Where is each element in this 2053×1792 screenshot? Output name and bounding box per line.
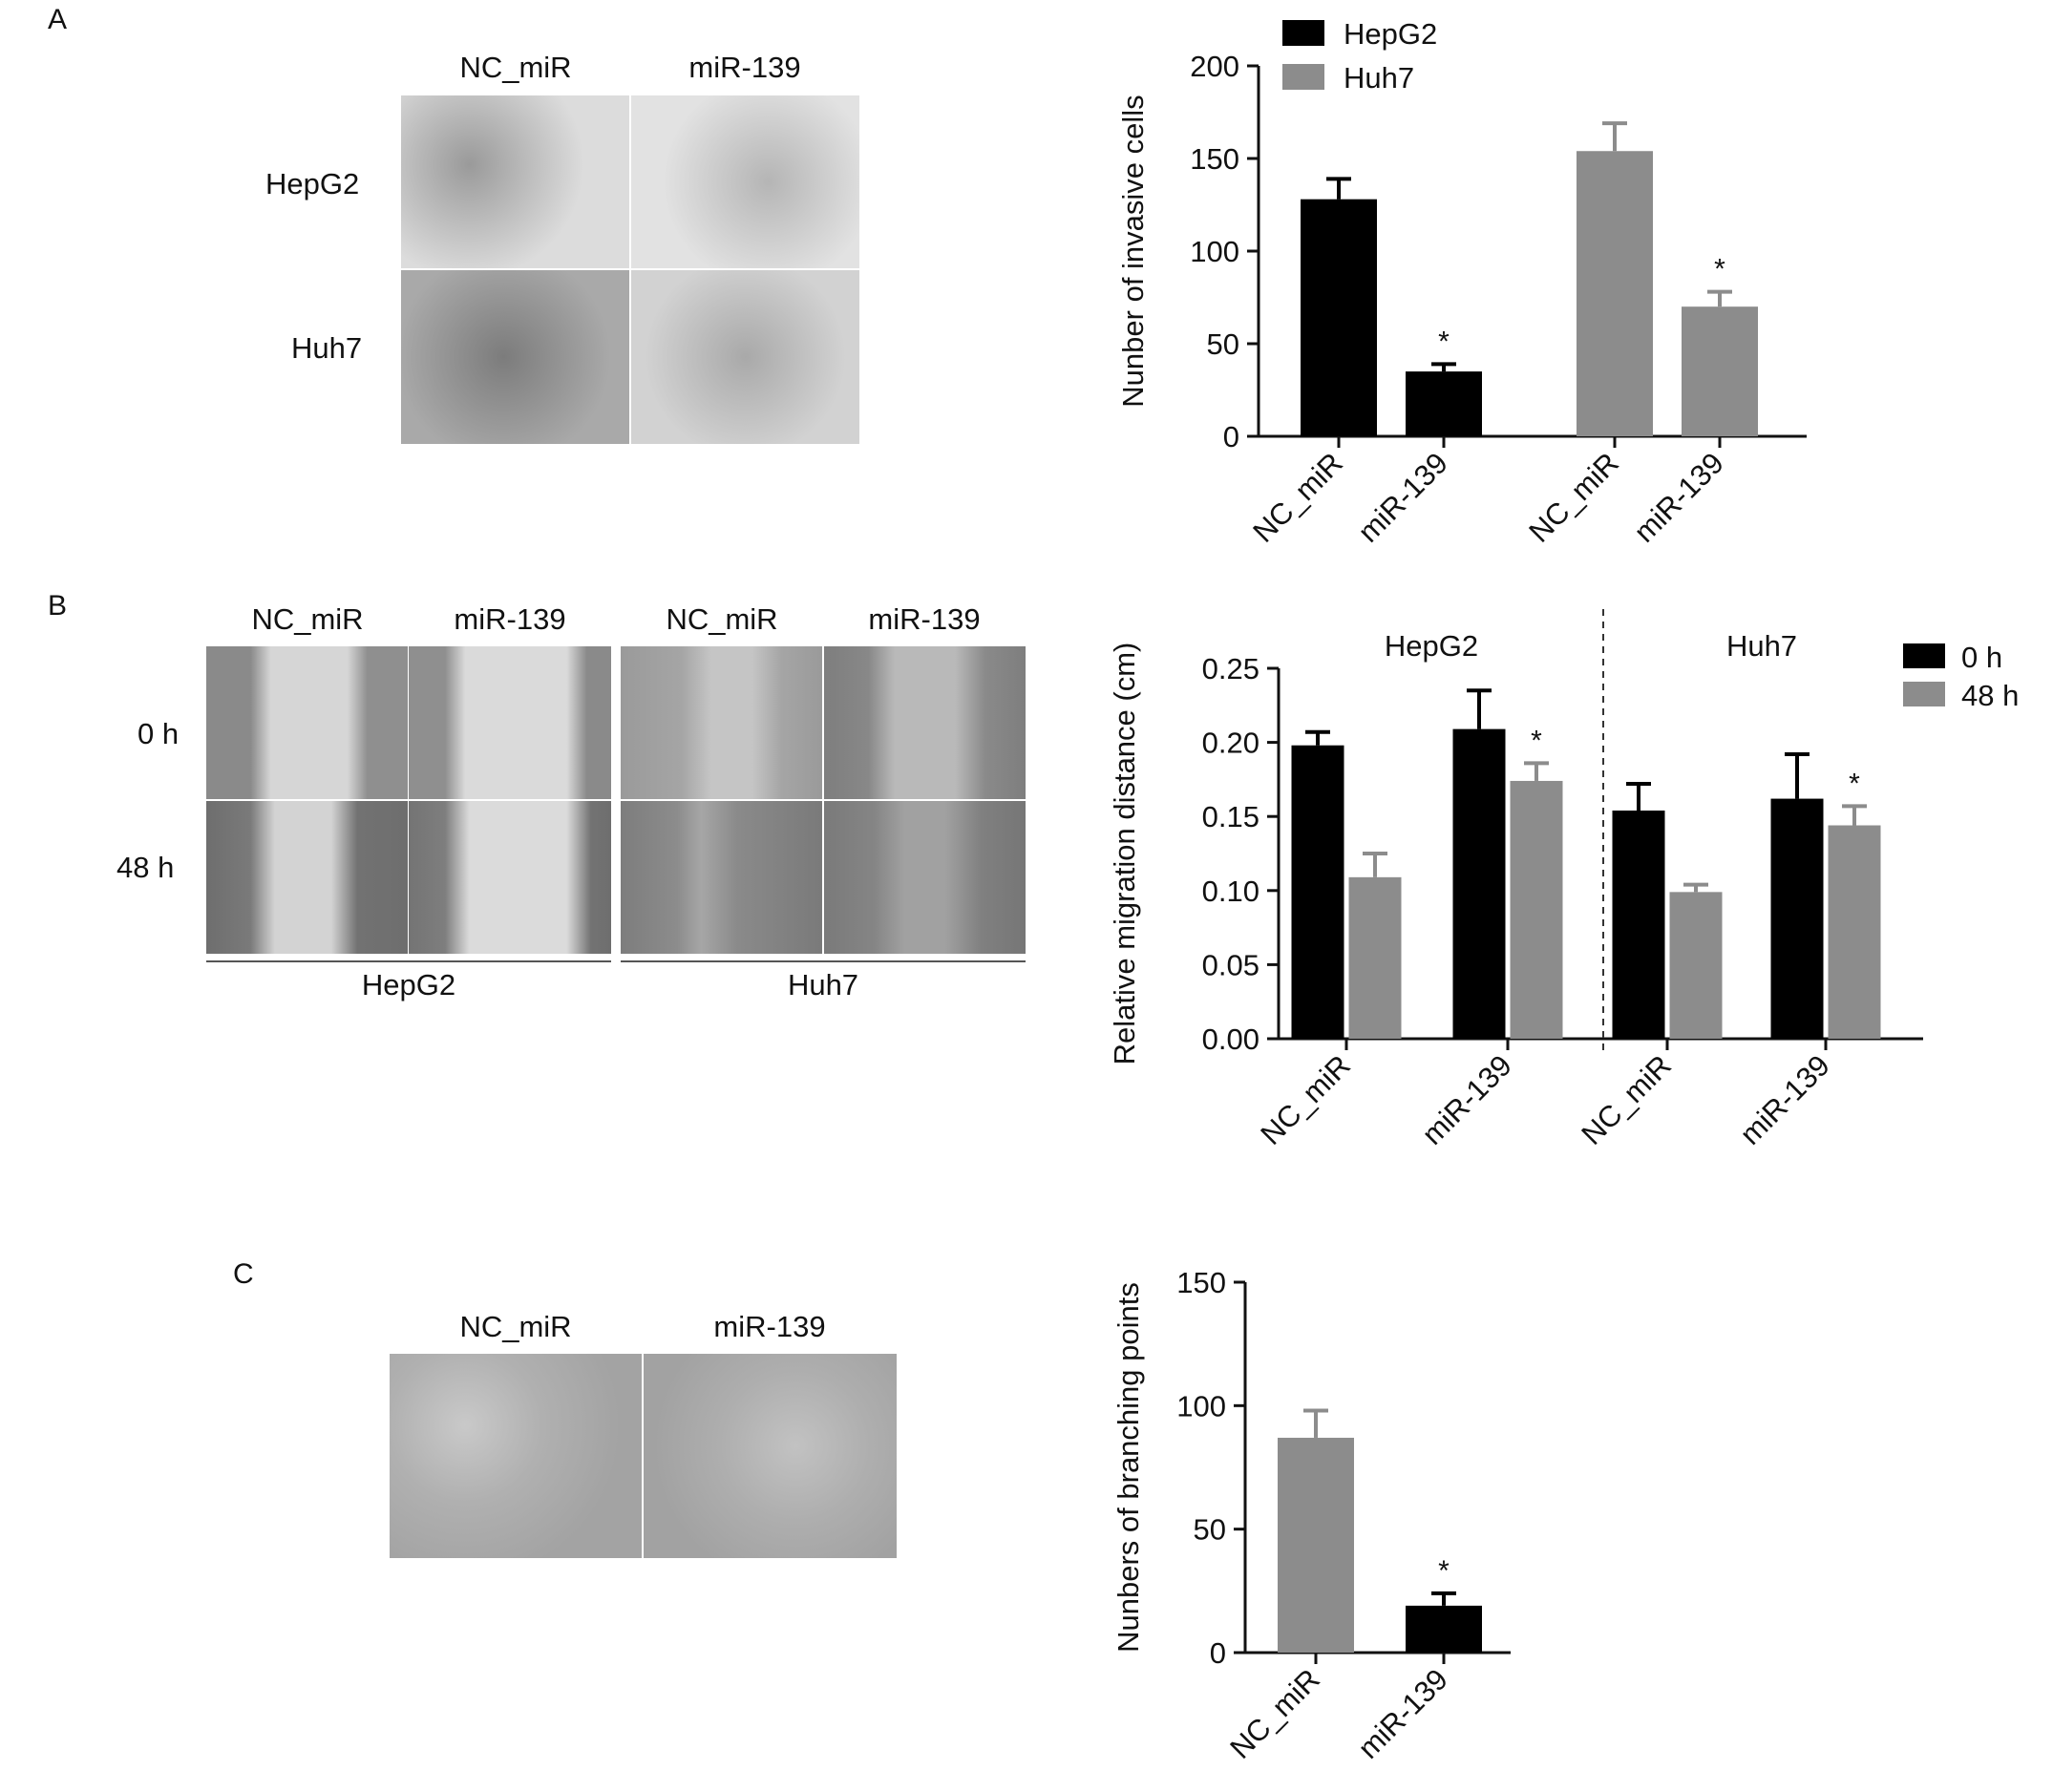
chartA-legend-swatch [1282, 64, 1324, 90]
panelA-image-hepg2-nc [401, 95, 629, 268]
panel-letter-a: A [48, 4, 68, 35]
panelA-image-hepg2-mir [631, 95, 859, 268]
chartC-y-tick-label: 150 [1176, 1266, 1226, 1299]
chartC-y-tick-label: 100 [1176, 1389, 1226, 1423]
chartB-legend-swatch [1903, 643, 1945, 668]
panelB-row-label-0h: 0 h [138, 717, 180, 750]
panelC-image-nc [390, 1354, 642, 1558]
panelB-col-label-1: NC_miR [251, 602, 364, 636]
chartC-y-axis-label: Nunbers of branching points [1111, 1282, 1145, 1653]
panelC-col-label-nc: NC_miR [459, 1310, 572, 1343]
panelA-col-label-nc: NC_miR [459, 51, 572, 84]
panelB-col-label-3: NC_miR [666, 602, 778, 636]
chartA-bar [1301, 199, 1377, 436]
chartB-bar [1452, 728, 1506, 1039]
chartA-bar [1682, 306, 1758, 436]
panelB-group-label-huh7: Huh7 [787, 968, 859, 1001]
panelB-image-hepg2-nc-48h [206, 801, 408, 954]
chartC-bar [1278, 1437, 1354, 1653]
chartA-bar [1577, 151, 1653, 437]
panelC-image-mir [644, 1354, 897, 1558]
panelB-group-underline-hepg2 [206, 960, 611, 962]
chartB-group-label-hepg2: HepG2 [1385, 629, 1478, 663]
chartB-bar [1291, 745, 1344, 1039]
chartB-significance-label: * [1531, 725, 1542, 756]
panelB-group-label-hepg2: HepG2 [361, 968, 456, 1001]
chartB-x-tick-label: NC_miR [1254, 1048, 1357, 1151]
chartA-significance-label: * [1438, 326, 1450, 357]
chartA-y-tick-label: 100 [1190, 235, 1239, 268]
chartA-x-tick-label: miR-139 [1627, 446, 1730, 549]
chartB-bar [1770, 798, 1824, 1039]
chartB-bar [1348, 876, 1402, 1039]
chartA-legend-swatch [1282, 20, 1324, 46]
chartB-y-tick-label: 0.25 [1202, 652, 1259, 685]
chartB-bar [1669, 892, 1723, 1039]
panel-letter-c: C [233, 1258, 254, 1290]
panelA-col-label-mir: miR-139 [688, 51, 801, 84]
chartA-bar [1406, 371, 1482, 436]
panelB-col-label-2: miR-139 [454, 602, 566, 636]
panelA-image-huh7-mir [631, 270, 859, 444]
panelB-image-huh7-nc-0h [621, 646, 822, 799]
chartA-y-tick-label: 150 [1190, 142, 1239, 176]
chartB-y-tick-label: 0.15 [1202, 800, 1259, 833]
chartB-x-tick-label: miR-139 [1733, 1048, 1836, 1151]
panelB-col-label-4: miR-139 [868, 602, 981, 636]
panelA-row-label-hepg2: HepG2 [265, 167, 360, 200]
chartB-y-axis-label: Relative migration distance (cm) [1108, 643, 1141, 1065]
panelB-row-label-48h: 48 h [116, 851, 175, 884]
panelA-image-huh7-nc [401, 270, 629, 444]
chartA-y-tick-label: 200 [1190, 50, 1239, 83]
panelA-row-label-huh7: Huh7 [291, 331, 363, 365]
panelB-image-hepg2-mir-48h [409, 801, 611, 954]
chartA-x-tick-label: NC_miR [1522, 446, 1625, 549]
chartA-y-tick-label: 0 [1223, 420, 1239, 453]
chartB-significance-label: * [1849, 768, 1860, 799]
chartA-x-tick-label: miR-139 [1351, 446, 1454, 549]
chartA-legend-label: Huh7 [1344, 61, 1414, 95]
chartB-bar [1612, 810, 1665, 1039]
chartB-y-tick-label: 0.05 [1202, 948, 1259, 981]
chartA-legend-label: HepG2 [1344, 17, 1437, 51]
chartB-y-tick-label: 0.10 [1202, 875, 1259, 908]
chartB-bar [1510, 780, 1563, 1039]
chartB-legend-label: 0 h [1961, 641, 2002, 674]
chartB-x-tick-label: NC_miR [1575, 1048, 1678, 1151]
chartB-legend-label: 48 h [1961, 679, 2019, 712]
panelB-image-hepg2-nc-0h [206, 646, 408, 799]
chartC-x-tick-label: NC_miR [1223, 1662, 1326, 1765]
chartB-x-tick-label: miR-139 [1415, 1048, 1518, 1151]
chartB-y-tick-label: 0.00 [1202, 1022, 1259, 1056]
chartA-significance-label: * [1714, 254, 1725, 285]
chartB-legend-swatch [1903, 682, 1945, 706]
panel-letter-b: B [48, 590, 68, 622]
panelB-image-huh7-nc-48h [621, 801, 822, 954]
chartB-y-tick-label: 0.20 [1202, 727, 1259, 760]
chartA-x-tick-label: NC_miR [1246, 446, 1349, 549]
chartB-group-label-huh7: Huh7 [1726, 629, 1797, 663]
chartA-y-tick-label: 50 [1207, 327, 1239, 361]
chartB-bar [1828, 825, 1881, 1039]
panelB-group-underline-huh7 [621, 960, 1026, 962]
panelC-col-label-mir: miR-139 [713, 1310, 826, 1343]
panelB-image-huh7-mir-0h [824, 646, 1026, 799]
chartA-y-axis-label: Nunber of invasive cells [1116, 95, 1150, 407]
panelB-image-huh7-mir-48h [824, 801, 1026, 954]
chartC-y-tick-label: 50 [1194, 1513, 1226, 1547]
chartC-significance-label: * [1438, 1555, 1450, 1587]
chartC-y-tick-label: 0 [1210, 1636, 1226, 1670]
panelB-image-hepg2-mir-0h [409, 646, 611, 799]
chartC-bar [1406, 1605, 1482, 1653]
chartC-x-tick-label: miR-139 [1351, 1662, 1454, 1765]
